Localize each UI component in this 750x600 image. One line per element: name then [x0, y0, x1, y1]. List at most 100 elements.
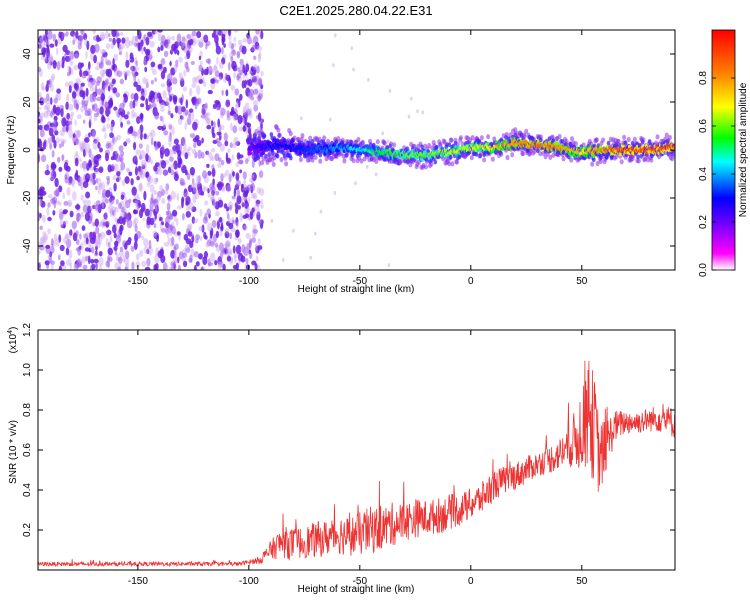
noise-point: [223, 132, 228, 142]
noise-point: [173, 173, 179, 182]
noise-point: [241, 201, 245, 208]
noise-point: [143, 190, 147, 201]
noise-point: [130, 65, 136, 72]
noise-point: [202, 76, 205, 84]
y-tick-label: 40: [22, 48, 33, 60]
noise-point: [73, 82, 78, 90]
noise-point: [98, 235, 102, 245]
ridge-point: [288, 131, 293, 137]
ridge-point: [655, 134, 660, 140]
noise-point: [82, 180, 89, 189]
ridge-point: [318, 158, 323, 164]
noise-point: [98, 250, 103, 257]
noise-point: [195, 234, 201, 241]
noise-point: [47, 228, 51, 235]
noise-point: [88, 119, 92, 129]
noise-point: [215, 230, 219, 239]
noise-point: [49, 142, 53, 150]
noise-point: [47, 202, 51, 208]
noise-point: [106, 229, 112, 236]
spectrogram-x-ticks: -150 -100 -50 0 50: [128, 30, 588, 287]
noise-point: [43, 97, 47, 104]
ridge-point: [548, 154, 553, 160]
noise-point: [60, 224, 66, 229]
noise-point: [50, 110, 53, 117]
noise-point: [47, 30, 53, 40]
noise-point: [39, 212, 42, 219]
noise-point: [97, 141, 101, 149]
noise-point: [206, 208, 211, 216]
noise-point: [256, 206, 260, 216]
noise-point: [44, 57, 49, 64]
noise-point: [180, 39, 185, 49]
noise-point: [38, 43, 42, 49]
noise-point: [40, 54, 44, 61]
noise-point: [47, 137, 53, 144]
noise-point: [42, 231, 47, 236]
noise-point: [233, 252, 239, 258]
noise-point: [70, 113, 73, 121]
noise-point: [162, 169, 168, 176]
noise-point: [79, 89, 85, 98]
noise-point: [182, 213, 185, 221]
noise-point: [181, 115, 184, 121]
noise-point: [203, 186, 209, 192]
noise-point: [145, 36, 150, 46]
noise-point: [137, 129, 141, 139]
noise-point: [168, 138, 172, 148]
noise-point: [228, 30, 232, 37]
noise-point: [221, 37, 226, 42]
noise-point: [176, 192, 180, 201]
noise-point: [176, 205, 182, 210]
noise-point: [256, 45, 263, 52]
noise-point: [140, 130, 143, 141]
noise-point: [407, 114, 411, 119]
noise-point: [242, 74, 245, 80]
noise-point: [248, 196, 251, 203]
noise-point: [250, 96, 255, 101]
noise-point: [64, 177, 69, 184]
noise-point: [100, 218, 106, 229]
noise-point: [203, 231, 207, 239]
noise-point: [123, 70, 128, 75]
ridge-point: [412, 143, 417, 149]
noise-point: [160, 227, 166, 233]
noise-point: [168, 149, 174, 157]
noise-point: [191, 187, 197, 195]
noise-point: [252, 224, 257, 230]
noise-point: [205, 117, 211, 125]
noise-point: [182, 86, 188, 92]
noise-point: [220, 107, 226, 116]
noise-point: [128, 40, 134, 46]
noise-point: [38, 42, 43, 49]
noise-point: [75, 103, 79, 110]
noise-point: [149, 40, 155, 48]
noise-point: [230, 84, 236, 91]
noise-point: [61, 117, 67, 127]
noise-point: [187, 146, 192, 151]
noise-point: [197, 149, 202, 159]
ridge-point: [385, 145, 389, 151]
noise-point: [163, 130, 169, 136]
noise-point: [229, 142, 233, 149]
noise-point: [51, 170, 57, 180]
noise-point: [79, 143, 85, 152]
noise-point: [124, 250, 130, 260]
noise-point: [149, 184, 155, 193]
noise-point: [72, 133, 76, 138]
noise-point: [62, 210, 67, 215]
noise-point: [95, 245, 98, 251]
noise-point: [86, 40, 90, 51]
noise-point: [104, 102, 109, 108]
noise-point: [230, 43, 234, 50]
noise-point: [49, 175, 55, 181]
noise-point: [111, 64, 116, 71]
noise-point: [79, 69, 83, 77]
noise-point: [38, 91, 42, 98]
noise-point: [239, 169, 243, 174]
noise-point: [186, 172, 191, 181]
noise-point: [42, 42, 45, 48]
noise-point: [110, 156, 115, 161]
noise-point: [99, 106, 104, 115]
noise-point: [270, 218, 274, 223]
